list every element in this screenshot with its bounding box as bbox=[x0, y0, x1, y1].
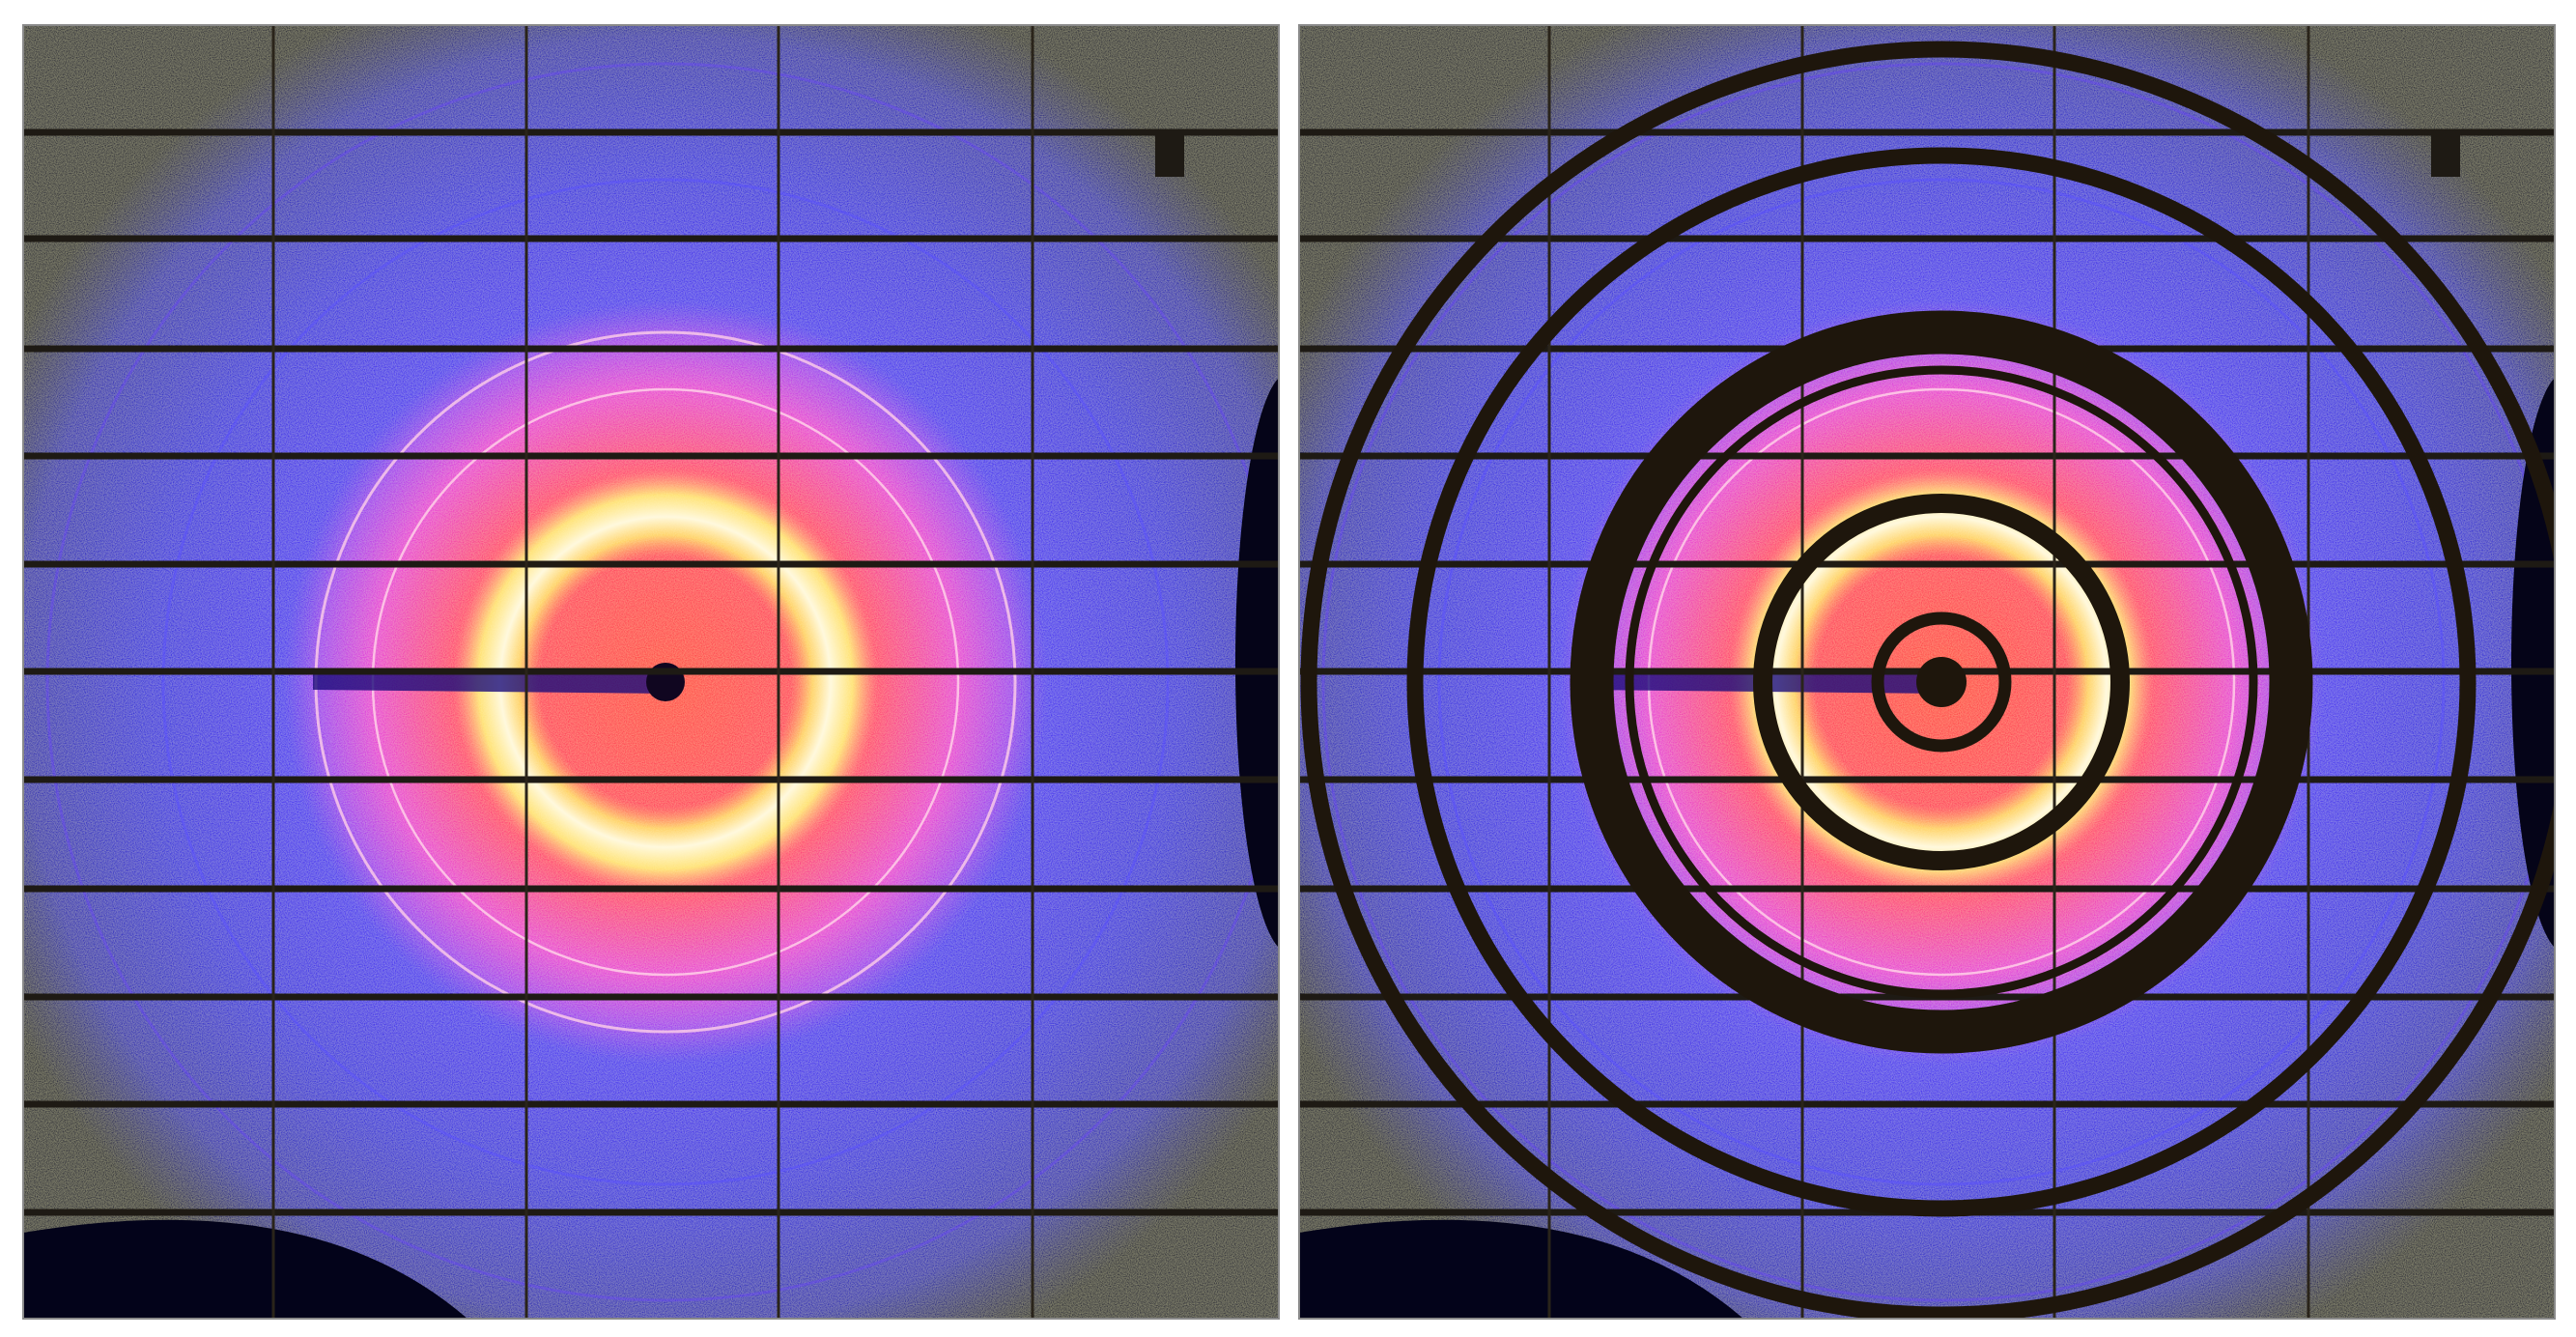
diffraction-image bbox=[23, 25, 1342, 1319]
mask-ring bbox=[1871, 612, 2012, 753]
diffraction-panel-raw bbox=[23, 25, 1342, 1319]
mask-ring bbox=[1406, 147, 2477, 1217]
mask-ring bbox=[1625, 365, 2258, 999]
mask-ring bbox=[1300, 41, 2555, 1319]
beam-stop-mask bbox=[1916, 657, 1967, 707]
panel-border bbox=[22, 24, 1280, 1320]
ice-ring-masks bbox=[1300, 41, 2555, 1319]
mask-ring bbox=[1570, 310, 2313, 1054]
panel-border bbox=[1298, 24, 2556, 1320]
diffraction-panel-masked bbox=[1299, 25, 2555, 1319]
mask-ring bbox=[1753, 494, 2130, 870]
